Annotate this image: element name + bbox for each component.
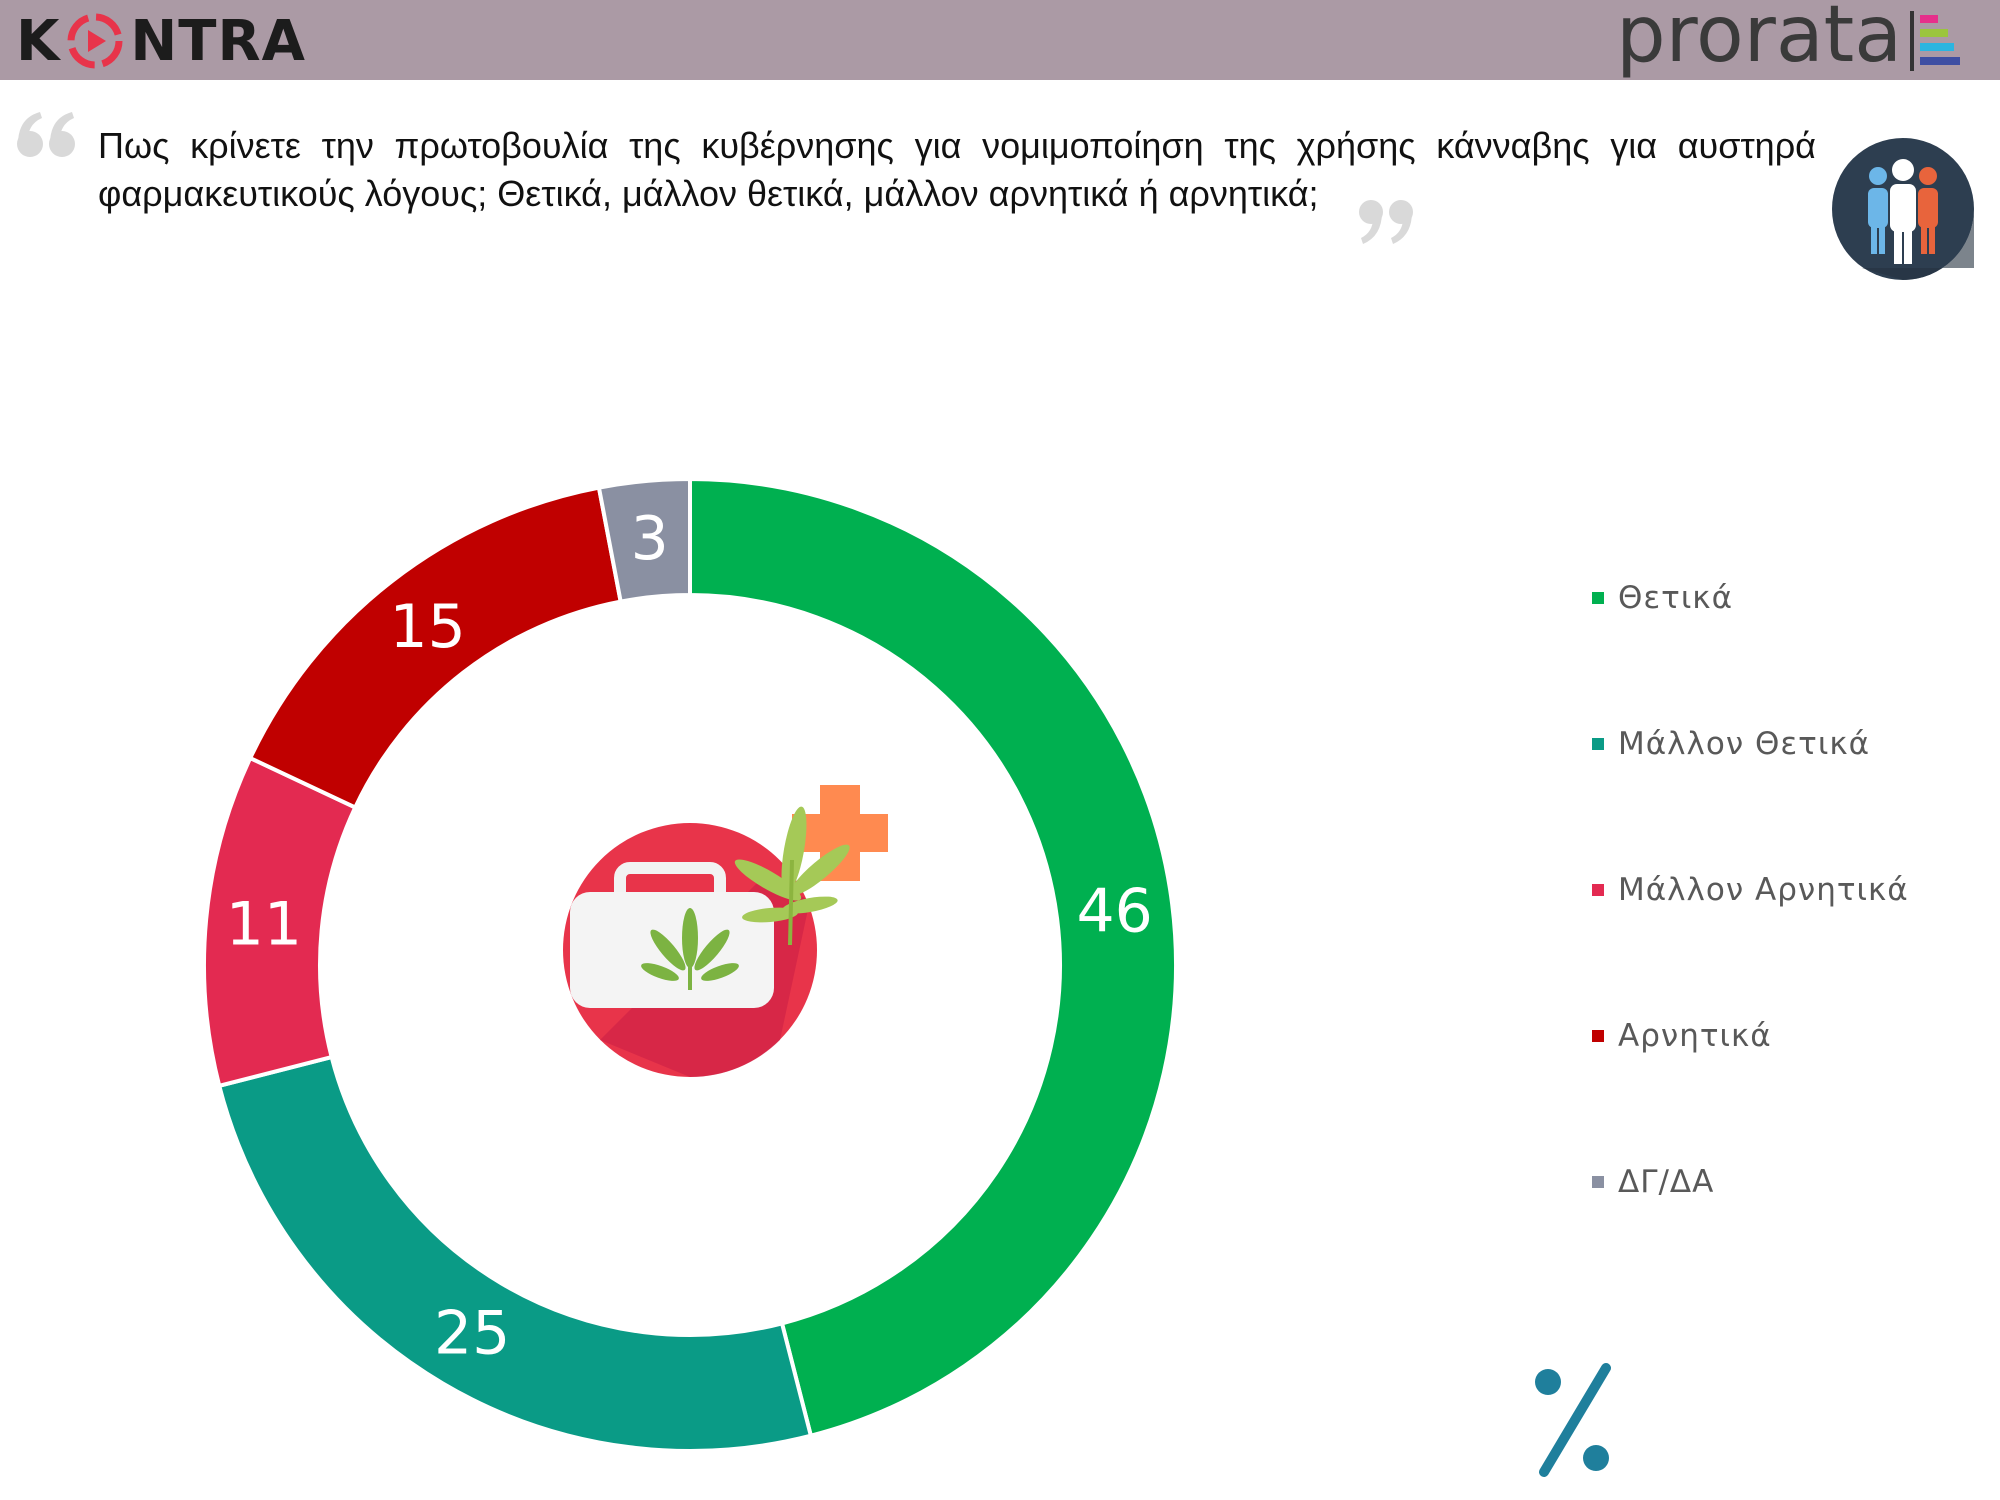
donut-data-label-3: 11 (226, 890, 302, 960)
kontra-mark-icon (67, 13, 123, 69)
donut-segment-1 (688, 476, 1178, 1439)
donut-data-label-4: 15 (389, 592, 465, 662)
donut-data-label-5: 3 (631, 504, 669, 574)
legend-item: Αρνητικά (1592, 1016, 1772, 1056)
legend-swatch (1592, 738, 1604, 750)
people-icon (1832, 138, 1974, 280)
kontra-logo: K NTRA (16, 6, 306, 76)
medical-kit-cannabis-icon (563, 785, 888, 1078)
percent-icon (1535, 1363, 1611, 1477)
prorata-logo-text: prorata (1616, 0, 1902, 80)
donut-data-label-2: 25 (434, 1298, 510, 1368)
legend-item: ΔΓ/ΔΑ (1592, 1162, 1714, 1202)
legend-label: Μάλλον Θετικά (1618, 726, 1871, 762)
header-bar: K NTRA prorata (0, 0, 2000, 80)
legend-label: Μάλλον Αρνητικά (1618, 872, 1909, 908)
question-text: Πως κρίνετε την πρωτοβουλία της κυβέρνησ… (98, 125, 1816, 214)
donut-segment-5 (596, 476, 692, 604)
open-quote-icon (17, 112, 75, 157)
donut-data-label-1: 46 (1076, 876, 1152, 946)
legend-swatch (1592, 592, 1604, 604)
legend-label: Αρνητικά (1618, 1018, 1772, 1054)
kontra-logo-ntra: NTRA (130, 8, 306, 74)
legend-swatch (1592, 884, 1604, 896)
legend-item: Μάλλον Θετικά (1592, 724, 1870, 764)
close-quote-icon (1359, 200, 1413, 244)
legend-item: Μάλλον Αρνητικά (1592, 870, 1909, 910)
legend-swatch (1592, 1176, 1604, 1188)
legend-label: Θετικά (1618, 580, 1734, 616)
donut-segment-2 (216, 1054, 814, 1453)
legend-item: Θετικά (1592, 578, 1733, 618)
kontra-logo-k: K (16, 8, 61, 74)
prorata-bars-icon (1910, 11, 1960, 71)
legend-label: ΔΓ/ΔΑ (1618, 1164, 1715, 1200)
prorata-logo: prorata (1616, 0, 1968, 80)
legend-swatch (1592, 1030, 1604, 1042)
